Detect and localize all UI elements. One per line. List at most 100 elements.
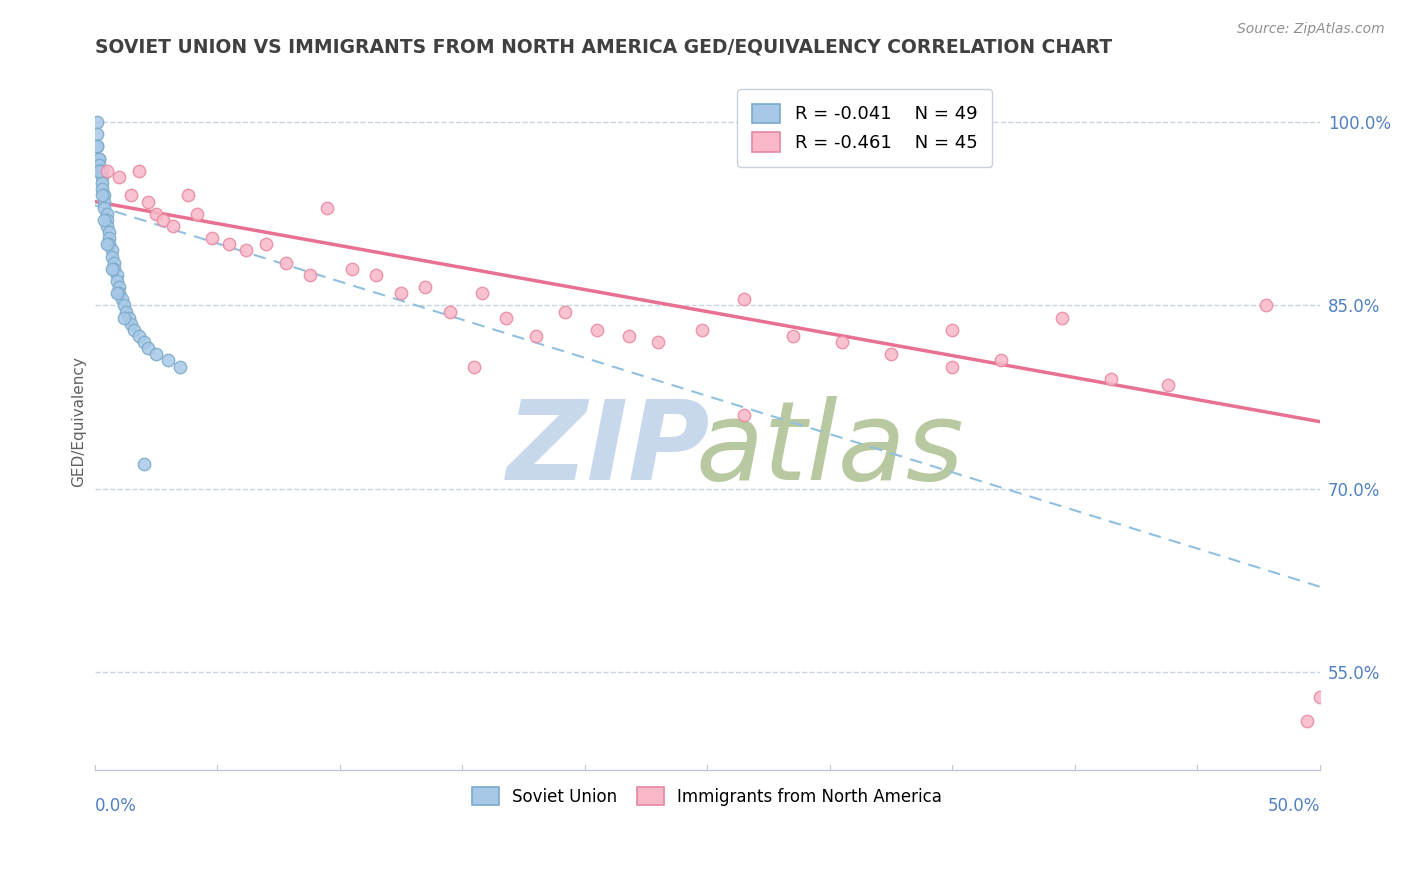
Point — [1157, 378, 1180, 392]
Point — [138, 341, 160, 355]
Point — [157, 353, 180, 368]
Point — [880, 347, 903, 361]
Point — [93, 201, 115, 215]
Point — [1052, 310, 1074, 325]
Point — [1296, 714, 1319, 728]
Point — [120, 188, 142, 202]
Point — [96, 237, 118, 252]
Point — [96, 207, 118, 221]
Point — [132, 458, 155, 472]
Point — [152, 212, 174, 227]
Point — [162, 219, 184, 233]
Text: Source: ZipAtlas.com: Source: ZipAtlas.com — [1237, 22, 1385, 37]
Point — [115, 304, 138, 318]
Point — [90, 164, 112, 178]
Text: SOVIET UNION VS IMMIGRANTS FROM NORTH AMERICA GED/EQUIVALENCY CORRELATION CHART: SOVIET UNION VS IMMIGRANTS FROM NORTH AM… — [94, 37, 1112, 56]
Point — [89, 164, 111, 178]
Point — [100, 244, 122, 258]
Point — [690, 323, 713, 337]
Point — [112, 298, 135, 312]
Text: atlas: atlas — [696, 396, 965, 503]
Point — [103, 255, 125, 269]
Point — [108, 280, 131, 294]
Point — [554, 304, 576, 318]
Point — [89, 158, 111, 172]
Point — [86, 115, 108, 129]
Point — [98, 225, 121, 239]
Point — [586, 323, 609, 337]
Point — [316, 201, 339, 215]
Point — [733, 293, 755, 307]
Point — [98, 237, 121, 252]
Point — [128, 329, 150, 343]
Point — [617, 329, 640, 343]
Point — [128, 164, 150, 178]
Point — [112, 310, 135, 325]
Point — [145, 207, 167, 221]
Point — [90, 188, 112, 202]
Point — [941, 323, 963, 337]
Point — [96, 219, 118, 233]
Point — [647, 335, 669, 350]
Text: 0.0%: 0.0% — [94, 797, 136, 815]
Point — [100, 250, 122, 264]
Point — [96, 164, 118, 178]
Point — [201, 231, 224, 245]
Point — [90, 176, 112, 190]
Point — [495, 310, 517, 325]
Point — [96, 212, 118, 227]
Point — [118, 310, 141, 325]
Point — [90, 169, 112, 184]
Point — [89, 152, 111, 166]
Point — [90, 182, 112, 196]
Point — [169, 359, 191, 374]
Y-axis label: GED/Equivalency: GED/Equivalency — [72, 356, 86, 487]
Point — [108, 286, 131, 301]
Point — [108, 169, 131, 184]
Point — [86, 139, 108, 153]
Point — [389, 286, 412, 301]
Point — [186, 207, 208, 221]
Point — [100, 261, 122, 276]
Point — [105, 286, 128, 301]
Point — [138, 194, 160, 209]
Point — [103, 261, 125, 276]
Point — [132, 335, 155, 350]
Point — [733, 409, 755, 423]
Point — [941, 359, 963, 374]
Point — [93, 194, 115, 209]
Point — [86, 139, 108, 153]
Point — [218, 237, 240, 252]
Point — [122, 323, 145, 337]
Point — [463, 359, 485, 374]
Point — [93, 212, 115, 227]
Point — [145, 347, 167, 361]
Point — [471, 286, 494, 301]
Point — [274, 255, 297, 269]
Point — [366, 268, 388, 282]
Text: 50.0%: 50.0% — [1267, 797, 1320, 815]
Point — [1099, 372, 1122, 386]
Point — [1254, 298, 1277, 312]
Point — [86, 128, 108, 142]
Point — [340, 261, 363, 276]
Point — [120, 317, 142, 331]
Point — [105, 268, 128, 282]
Point — [93, 188, 115, 202]
Point — [831, 335, 853, 350]
Point — [415, 280, 437, 294]
Point — [1309, 690, 1331, 704]
Point — [176, 188, 198, 202]
Point — [98, 231, 121, 245]
Point — [782, 329, 804, 343]
Point — [439, 304, 461, 318]
Text: ZIP: ZIP — [508, 396, 711, 503]
Legend: Soviet Union, Immigrants from North America: Soviet Union, Immigrants from North Amer… — [464, 779, 950, 814]
Point — [235, 244, 257, 258]
Point — [89, 152, 111, 166]
Point — [524, 329, 547, 343]
Point — [89, 164, 111, 178]
Point — [254, 237, 277, 252]
Point — [110, 293, 132, 307]
Point — [990, 353, 1012, 368]
